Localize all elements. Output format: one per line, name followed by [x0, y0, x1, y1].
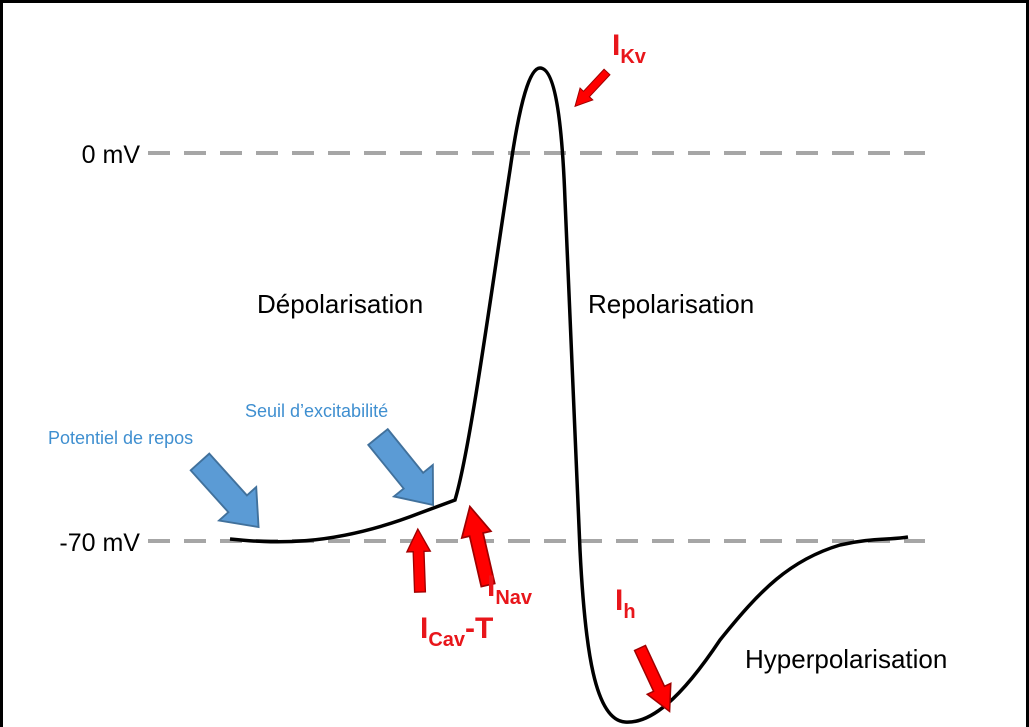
- h-label: Ih: [615, 584, 636, 623]
- symbol: I: [615, 584, 623, 617]
- repolarisation-label: Repolarisation: [588, 289, 754, 319]
- subscript: Kv: [620, 46, 646, 68]
- membrane-potential-curve: [229, 66, 909, 724]
- rest-label: -70 mV: [59, 529, 140, 557]
- resting-label: Potentiel de repos: [48, 428, 193, 448]
- depolarisation-label: Dépolarisation: [257, 289, 423, 319]
- threshold-arrow: [366, 427, 435, 507]
- symbol: I: [420, 612, 428, 645]
- subscript: Nav: [495, 587, 533, 609]
- subscript: h: [623, 601, 635, 623]
- suffix: -T: [465, 612, 493, 645]
- nav-label: INav: [487, 570, 533, 609]
- kv-label: IKv: [612, 29, 647, 68]
- cav-label: ICav-T: [420, 612, 493, 651]
- hyperpolarisation-label: Hyperpolarisation: [745, 644, 947, 674]
- h-arrow: [633, 644, 672, 713]
- symbol: I: [612, 29, 620, 62]
- cav-arrow: [405, 527, 432, 593]
- kv-arrow: [574, 68, 611, 108]
- symbol: I: [487, 570, 495, 603]
- threshold-label: Seuil d’excitabilité: [245, 401, 388, 421]
- zero-label: 0 mV: [82, 141, 141, 169]
- subscript: Cav: [428, 629, 466, 651]
- nav-arrow: [460, 504, 496, 588]
- resting-arrow: [189, 452, 260, 529]
